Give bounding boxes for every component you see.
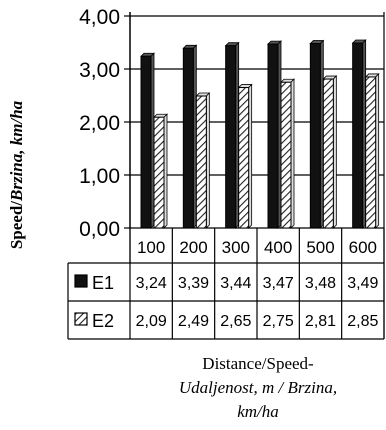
bar-e1-500	[309, 39, 325, 229]
x-category-label: 400	[264, 238, 292, 257]
y-tick-label: 4,00	[79, 6, 120, 29]
x-axis-title: Distance/Speed- Udaljenost, m / Brzina, …	[130, 352, 386, 424]
bar-e2-200-front	[195, 95, 207, 229]
x-category-label: 100	[137, 238, 165, 257]
x-category-label: 200	[179, 238, 207, 257]
bar-e1-400	[267, 40, 282, 229]
bar-e1-100-front	[140, 55, 152, 229]
data-label-e2: 2,85	[347, 313, 378, 330]
y-axis-title-container: Speed/Brzina, km/ha	[6, 60, 28, 290]
x-category-label: 300	[222, 238, 250, 257]
series-label-e2: E2	[92, 311, 114, 331]
bar-e1-300-front	[225, 45, 237, 229]
data-label-e1: 3,48	[305, 275, 336, 292]
data-label-e1: 3,24	[136, 275, 167, 292]
bar-e2-500	[322, 75, 338, 229]
bar-e1-200-front	[182, 47, 194, 229]
x-category-label: 500	[306, 238, 334, 257]
legend-swatch-e1	[74, 274, 88, 288]
bar-e2-600-front	[365, 76, 377, 229]
data-label-e2: 2,65	[220, 313, 251, 330]
bar-e2-600	[364, 72, 380, 229]
data-label-e1: 3,44	[220, 275, 251, 292]
bar-e2-100-front	[153, 116, 165, 229]
x-category-label: 600	[349, 238, 377, 257]
bar-e1-600	[351, 39, 367, 229]
x-axis-title-line-3: km/ha	[237, 402, 279, 421]
y-tick-label: 2,00	[79, 112, 120, 135]
y-axis-title: Speed/Brzina, km/ha	[7, 101, 27, 249]
bar-e2-100	[153, 113, 168, 229]
data-label-e2: 2,75	[263, 313, 294, 330]
bar-e2-500-front	[322, 78, 334, 229]
data-label-e2: 2,09	[136, 313, 167, 330]
x-axis-title-line-2: Udaljenost, m / Brzina,	[178, 378, 338, 397]
data-label-e2: 2,49	[178, 313, 209, 330]
y-axis-title-main: Speed/	[7, 200, 26, 250]
y-tick-label: 3,00	[79, 59, 120, 82]
series-label-e1: E1	[92, 273, 114, 293]
x-axis-title-line-1: Distance/Speed-	[202, 354, 314, 373]
y-tick-label: 0,00	[79, 218, 120, 241]
legend-swatch-e2	[74, 312, 88, 326]
y-tick-label: 1,00	[79, 165, 120, 188]
data-label-e1: 3,39	[178, 275, 209, 292]
bar-e1-500-front	[309, 43, 321, 229]
data-label-e1: 3,49	[347, 275, 378, 292]
y-axis-title-alt: Brzina, km/ha	[7, 100, 26, 201]
bar-e1-400-front	[267, 43, 279, 229]
bar-e2-300	[237, 83, 253, 229]
bar-e1-600-front	[352, 42, 364, 229]
bar-e2-300-front	[238, 87, 250, 229]
bar-e1-100	[140, 52, 155, 229]
bar-e2-400	[280, 78, 295, 229]
bar-e1-200	[182, 44, 198, 229]
data-label-e1: 3,47	[263, 275, 294, 292]
bar-e2-400-front	[280, 81, 292, 229]
bar-e1-300	[224, 41, 240, 229]
data-label-e2: 2,81	[305, 313, 336, 330]
bar-e2-200	[195, 92, 211, 229]
